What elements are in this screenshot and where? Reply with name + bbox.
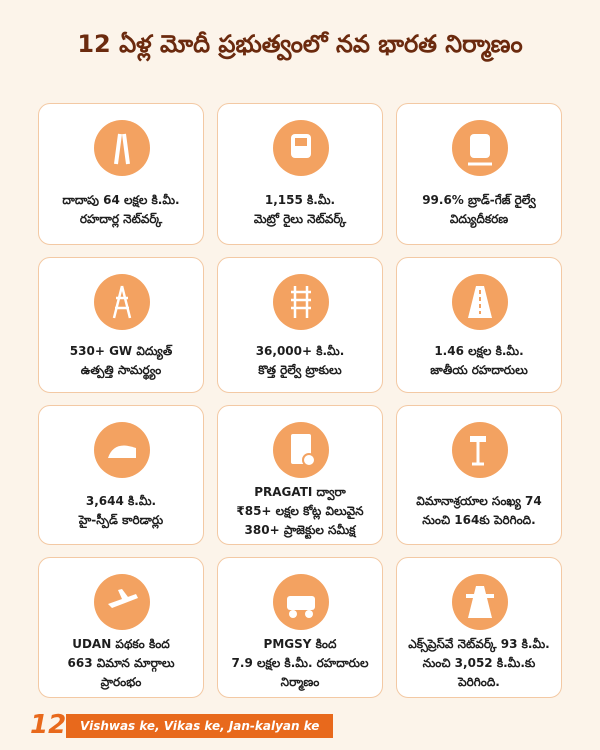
card-icon bbox=[94, 574, 150, 630]
card-line: UDAN పథకం కింద bbox=[72, 637, 170, 651]
stat-card: PMGSY కింద 7.9 లక్షల కి.మీ. రహదారుల నిర్మా… bbox=[217, 557, 383, 698]
footer-badge: 12 bbox=[30, 710, 67, 740]
card-line: జాతీయ రహదారులు bbox=[430, 363, 528, 377]
card-icon bbox=[273, 574, 329, 630]
stat-card: దాదాపు 64 లక్షల కి.మీ. రహదార్ల నెట్‌వర్క్ bbox=[38, 103, 204, 245]
card-icon bbox=[452, 574, 508, 630]
stat-card: 1.46 లక్షల కి.మీ. జాతీయ రహదారులు bbox=[396, 257, 562, 393]
card-text: 36,000+ కి.మీ. కొత్త రైల్వే ట్రాకులు bbox=[222, 336, 378, 386]
card-text: PMGSY కింద 7.9 లక్షల కి.మీ. రహదారుల నిర్మా… bbox=[222, 636, 378, 691]
stat-card: 99.6% బ్రాడ్-గేజ్ రైల్వే విద్యుదీకరణ bbox=[396, 103, 562, 245]
stat-card: 36,000+ కి.మీ. కొత్త రైల్వే ట్రాకులు bbox=[217, 257, 383, 393]
stat-card: UDAN పథకం కింద 663 విమాన మార్గాలు ప్రారంభం bbox=[38, 557, 204, 698]
card-text: 99.6% బ్రాడ్-గేజ్ రైల్వే విద్యుదీకరణ bbox=[401, 182, 557, 238]
card-line: ఎక్స్‌ప్రెస్‌వే నెట్‌వర్క్ 93 కి.మీ. bbox=[408, 637, 550, 651]
card-text: 1,155 కి.మీ. మెట్రో రైలు నెట్‌వర్క్ bbox=[222, 182, 378, 238]
card-icon bbox=[94, 274, 150, 330]
card-text: విమానాశ్రయాల సంఖ్య 74 నుంచి 164కు పెరిగిం… bbox=[401, 484, 557, 538]
card-line: 380+ ప్రాజెక్టుల సమీక్ష bbox=[244, 522, 356, 537]
card-line: విద్యుదీకరణ bbox=[449, 212, 509, 226]
card-line: 663 విమాన మార్గాలు bbox=[67, 656, 175, 670]
stat-card: 3,644 కి.మీ. హై-స్పీడ్ కారిడార్లు bbox=[38, 405, 204, 545]
card-icon bbox=[94, 422, 150, 478]
card-icon bbox=[273, 120, 329, 176]
card-text: UDAN పథకం కింద 663 విమాన మార్గాలు ప్రారంభం bbox=[43, 636, 199, 691]
card-line: నుంచి 164కు పెరిగింది. bbox=[422, 513, 536, 527]
card-text: 3,644 కి.మీ. హై-స్పీడ్ కారిడార్లు bbox=[43, 484, 199, 538]
card-icon bbox=[452, 120, 508, 176]
card-line: దాదాపు 64 లక్షల కి.మీ. bbox=[62, 193, 180, 207]
card-line: నుంచి 3,052 కి.మీ.కు bbox=[422, 656, 536, 670]
card-icon bbox=[452, 422, 508, 478]
footer: 12 Vishwas ke, Vikas ke, Jan-kalyan ke bbox=[0, 708, 334, 742]
stat-card: ఎక్స్‌ప్రెస్‌వే నెట్‌వర్క్ 93 కి.మీ. నుంచ… bbox=[396, 557, 562, 698]
card-line: 1,155 కి.మీ. bbox=[264, 193, 336, 207]
card-line: ఉత్పత్తి సామర్థ్యం bbox=[80, 363, 162, 377]
card-line: ₹85+ లక్షల కోట్ల విలువైన bbox=[236, 503, 364, 518]
card-icon bbox=[94, 120, 150, 176]
stat-card: PRAGATI ద్వారా ₹85+ లక్షల కోట్ల విలువైన 38… bbox=[217, 405, 383, 545]
title: 12 ఏళ్ల మోదీ ప్రభుత్వంలో నవ భారత నిర్మాణ… bbox=[77, 30, 523, 58]
stat-card: 530+ GW విద్యుత్ ఉత్పత్తి సామర్థ్యం bbox=[38, 257, 204, 393]
card-line: కొత్త రైల్వే ట్రాకులు bbox=[258, 363, 342, 377]
card-text: 530+ GW విద్యుత్ ఉత్పత్తి సామర్థ్యం bbox=[43, 336, 199, 386]
card-icon bbox=[273, 274, 329, 330]
card-line: విమానాశ్రయాల సంఖ్య 74 bbox=[416, 494, 542, 508]
card-icon bbox=[273, 422, 329, 478]
card-line: 530+ GW విద్యుత్ bbox=[69, 344, 173, 358]
card-line: మెట్రో రైలు నెట్‌వర్క్ bbox=[253, 212, 347, 226]
card-line: రహదార్ల నెట్‌వర్క్ bbox=[79, 212, 163, 226]
stat-card: 1,155 కి.మీ. మెట్రో రైలు నెట్‌వర్క్ bbox=[217, 103, 383, 245]
card-text: PRAGATI ద్వారా ₹85+ లక్షల కోట్ల విలువైన 38… bbox=[222, 484, 378, 538]
card-text: దాదాపు 64 లక్షల కి.మీ. రహదార్ల నెట్‌వర్క్ bbox=[43, 182, 199, 238]
card-line: నిర్మాణం bbox=[280, 675, 320, 689]
footer-tagline: Vishwas ke, Vikas ke, Jan-kalyan ke bbox=[66, 714, 334, 738]
card-line: హై-స్పీడ్ కారిడార్లు bbox=[78, 513, 164, 527]
card-line: 1.46 లక్షల కి.మీ. bbox=[434, 344, 524, 358]
card-line: 99.6% బ్రాడ్-గేజ్ రైల్వే bbox=[422, 193, 536, 207]
card-text: ఎక్స్‌ప్రెస్‌వే నెట్‌వర్క్ 93 కి.మీ. నుంచ… bbox=[401, 636, 557, 691]
card-line: 36,000+ కి.మీ. bbox=[255, 344, 345, 358]
card-line: 7.9 లక్షల కి.మీ. రహదారుల bbox=[231, 656, 369, 670]
card-icon bbox=[452, 274, 508, 330]
card-text: 1.46 లక్షల కి.మీ. జాతీయ రహదారులు bbox=[401, 336, 557, 386]
card-line: PMGSY కింద bbox=[263, 637, 337, 651]
stat-card: విమానాశ్రయాల సంఖ్య 74 నుంచి 164కు పెరిగిం… bbox=[396, 405, 562, 545]
card-line: పెరిగింది. bbox=[458, 675, 500, 689]
card-line: ప్రారంభం bbox=[100, 675, 142, 689]
card-line: PRAGATI ద్వారా bbox=[254, 484, 346, 499]
card-line: 3,644 కి.మీ. bbox=[85, 494, 157, 508]
